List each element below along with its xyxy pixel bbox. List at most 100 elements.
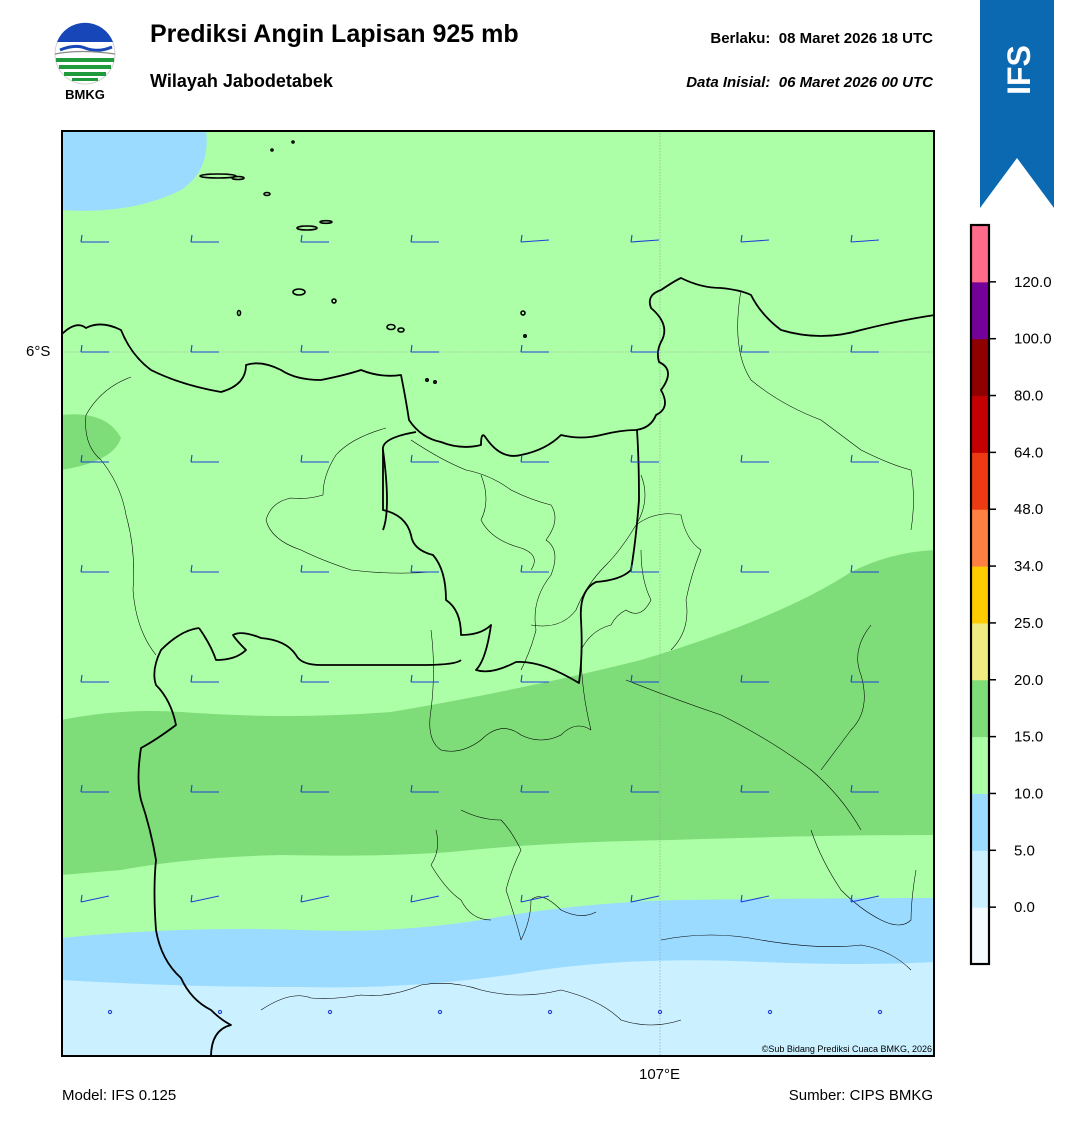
bmkg-logo-icon: BMKG	[54, 22, 116, 102]
wind-barb	[80, 674, 109, 683]
colorbar-tick-label: 120.0	[1014, 274, 1052, 291]
ribbon-shape	[980, 0, 1054, 208]
lat-tick-label: 6°S	[26, 343, 51, 360]
logo-text: BMKG	[65, 87, 105, 102]
colorbar-segment	[971, 736, 989, 794]
colorbar-segment	[971, 622, 989, 681]
wind-barb	[850, 454, 879, 463]
wind-barb	[850, 784, 879, 793]
wind-barb	[190, 674, 219, 683]
wind-barb	[630, 784, 659, 793]
province-boundaries	[137, 429, 640, 1057]
wind-barb	[850, 564, 879, 573]
wind-barb	[300, 784, 329, 793]
calm-wind-marker	[217, 1009, 223, 1015]
colorbar-segment	[971, 793, 989, 851]
admin-boundaries	[85, 289, 917, 1026]
colorbar-segment	[971, 338, 989, 397]
wind-barb	[300, 234, 329, 243]
wind-barb	[520, 674, 549, 683]
wind-barb	[630, 454, 659, 463]
wind-barb	[740, 344, 769, 353]
wind-barb	[740, 894, 770, 903]
colorbar-tick-label: 48.0	[1014, 501, 1043, 518]
wind-barb	[630, 894, 660, 903]
wind-barb	[740, 564, 769, 573]
wind-barb	[630, 674, 659, 683]
colorbar-tick-label: 34.0	[1014, 558, 1043, 575]
colorbar-tick-label: 25.0	[1014, 615, 1043, 632]
wind-barb	[410, 564, 439, 573]
colorbar-tick-label: 80.0	[1014, 388, 1043, 405]
init-time: Data Inisial: 06 Maret 2026 00 UTC	[686, 74, 933, 91]
wind-barb	[300, 454, 329, 463]
valid-time: Berlaku: 08 Maret 2026 18 UTC	[710, 30, 933, 47]
thousand-islands	[199, 140, 527, 385]
wind-barb	[520, 344, 549, 353]
colorbar-tick-label: 5.0	[1014, 842, 1035, 859]
colorbar-tick-label: 15.0	[1014, 729, 1043, 746]
wind-barb	[80, 344, 109, 353]
bmkg-logo: BMKG	[50, 20, 120, 105]
wind-barb	[190, 564, 219, 573]
calm-wind-marker	[657, 1009, 663, 1015]
colorbar-tick-label: 64.0	[1014, 444, 1043, 461]
wind-barb	[740, 454, 769, 463]
colorbar-segment	[971, 225, 989, 283]
colorbar-segments	[971, 225, 989, 965]
init-value: 06 Maret 2026 00 UTC	[778, 74, 933, 91]
wind-barb	[190, 894, 220, 903]
colorbar-segment	[971, 509, 989, 567]
speed-blob-15-20	[61, 414, 121, 470]
model-footer: Model: IFS 0.125	[62, 1087, 177, 1104]
wind-barb	[410, 784, 439, 793]
calm-wind-marker	[877, 1009, 883, 1015]
wind-barb	[80, 234, 109, 243]
map-title: Prediksi Angin Lapisan 925 mb	[150, 20, 519, 48]
wind-barb	[630, 344, 659, 353]
calm-wind-marker	[437, 1009, 443, 1015]
calm-wind-marker	[767, 1009, 773, 1015]
wind-barb	[190, 234, 219, 243]
calm-wind-marker	[327, 1009, 333, 1015]
wind-map: ©Sub Bidang Prediksi Cuaca BMKG, 2026	[61, 130, 935, 1057]
copyright-text: ©Sub Bidang Prediksi Cuaca BMKG, 2026	[762, 1044, 932, 1054]
wind-barb	[850, 344, 879, 353]
wind-barb	[740, 674, 769, 683]
wind-barb	[520, 454, 549, 463]
colorbar-frame	[969, 223, 991, 966]
wind-barb	[80, 894, 110, 903]
map-subtitle: Wilayah Jabodetabek	[150, 71, 333, 91]
colorbar-segment	[971, 281, 989, 340]
colorbar: 0.0 5.0 10.0 15.0 20.0 25.0 34.0 48.0 64.0 80.0 10…	[940, 210, 1081, 980]
wind-barb	[80, 784, 109, 793]
wind-barb	[80, 564, 109, 573]
wind-barb	[80, 454, 109, 463]
wind-barb	[300, 674, 329, 683]
colorbar-segment	[971, 679, 989, 738]
speed-band-0-5	[61, 960, 935, 1057]
lon-tick-label: 107°E	[639, 1066, 681, 1083]
wind-barb	[850, 674, 879, 683]
wind-barb	[740, 234, 770, 243]
colorbar-segment	[971, 907, 989, 965]
calm-wind-marker	[547, 1009, 553, 1015]
wind-barb	[520, 784, 549, 793]
colorbar-segment	[971, 395, 989, 453]
wind-barb	[300, 344, 329, 353]
wind-barb	[850, 894, 880, 903]
wind-barb	[630, 564, 659, 573]
wind-barb	[520, 894, 550, 903]
wind-barb	[630, 234, 660, 243]
wind-barb	[410, 674, 439, 683]
source-footer: Sumber: CIPS BMKG	[788, 1087, 933, 1104]
valid-label: Berlaku:	[710, 30, 771, 47]
wind-barb	[300, 894, 330, 903]
wind-barb	[190, 784, 219, 793]
wind-barb	[520, 234, 550, 243]
model-ribbon: IFS	[978, 0, 1058, 210]
wind-barb	[410, 894, 440, 903]
coastline	[61, 277, 935, 457]
wind-barbs	[80, 234, 883, 1015]
init-label: Data Inisial:	[686, 74, 771, 91]
